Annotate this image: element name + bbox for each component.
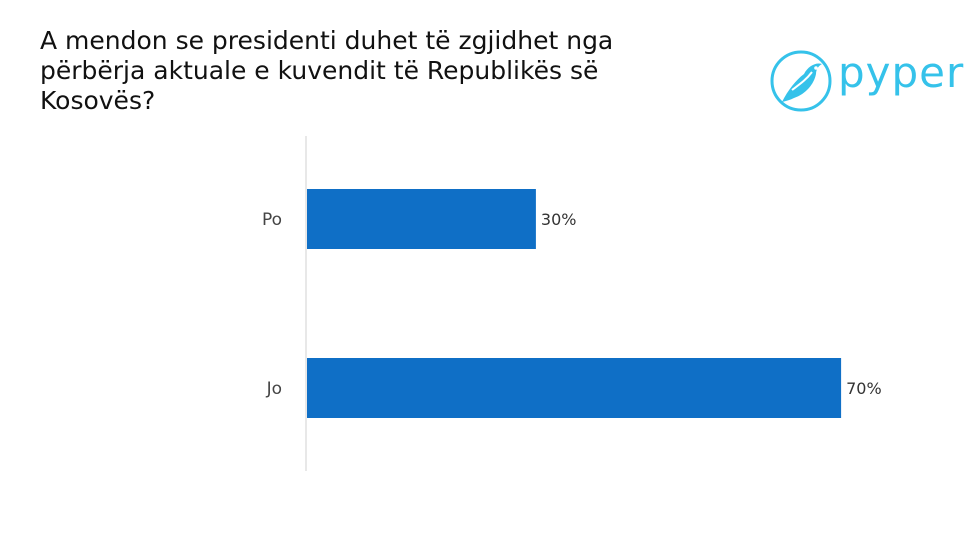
category-label-jo: Jo [266, 379, 282, 399]
bar-jo [307, 358, 842, 418]
brand-name: pyper [838, 48, 965, 97]
chart-title: A mendon se presidenti duhet të zgjidhet… [40, 26, 614, 115]
brand-logo: pyper [770, 48, 963, 114]
value-label-po: 30% [541, 210, 577, 229]
bird-icon [770, 50, 832, 112]
value-label-jo: 70% [846, 379, 882, 398]
bar-po [307, 189, 536, 249]
category-label-po: Po [262, 210, 282, 230]
